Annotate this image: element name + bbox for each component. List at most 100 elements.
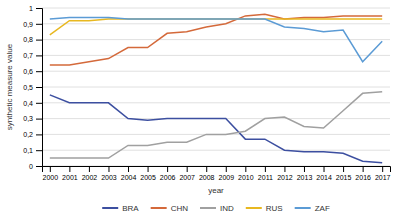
y-tick: 0,2 <box>23 131 42 138</box>
x-tick-mark <box>382 166 383 172</box>
x-tick-label: 2015 <box>336 174 352 181</box>
legend-swatch <box>246 207 262 209</box>
series-line <box>50 14 382 65</box>
legend-label: RUS <box>266 204 283 213</box>
grid-line <box>42 71 390 72</box>
legend-item: CHN <box>151 204 189 213</box>
x-tick: 2016 <box>355 166 371 181</box>
y-axis-line <box>36 9 43 167</box>
y-tick-mark <box>36 8 42 9</box>
y-tick-mark <box>36 119 42 120</box>
legend-item: IND <box>200 204 234 213</box>
grid-line <box>42 8 390 9</box>
legend-label: BRA <box>122 204 139 213</box>
y-tick-label: 0,2 <box>23 131 33 138</box>
y-tick-label: 0,1 <box>23 147 33 154</box>
y-tick-label: 0,9 <box>23 21 33 28</box>
x-tick-label: 2002 <box>82 174 98 181</box>
x-tick: 2015 <box>336 166 352 181</box>
y-tick-mark <box>36 166 42 167</box>
y-tick-mark <box>36 40 42 41</box>
legend-swatch <box>102 207 118 209</box>
y-tick-label: 0,3 <box>23 115 33 122</box>
x-tick-label: 2009 <box>218 174 234 181</box>
y-axis: 0 0,1 0,2 0,3 0,4 0,5 0,6 0,7 0,8 0,9 1 <box>23 5 42 170</box>
x-tick: 2002 <box>82 166 98 181</box>
legend-label: ZAF <box>315 204 330 213</box>
chart: 20002001 20022003 20042005 20062007 20082009… <box>0 0 400 216</box>
y-tick-label: 0,8 <box>23 36 33 43</box>
y-tick-label: 0,5 <box>23 84 33 91</box>
x-tick-label: 2005 <box>140 174 156 181</box>
legend-item: RUS <box>246 204 283 213</box>
x-tick: 2005 <box>140 166 156 181</box>
y-tick: 0,9 <box>23 21 42 28</box>
lines <box>50 14 382 163</box>
x-tick-mark <box>69 166 70 172</box>
y-tick-label: 0,7 <box>23 52 33 59</box>
legend-label: CHN <box>171 204 189 213</box>
y-tick-mark <box>36 103 42 104</box>
legend-swatch <box>295 207 311 209</box>
x-tick: 2010 <box>238 166 254 181</box>
y-tick-mark <box>36 55 42 56</box>
x-tick-mark <box>206 166 207 172</box>
x-tick-label: 2008 <box>199 174 215 181</box>
series-line <box>50 92 382 158</box>
x-tick: 2004 <box>121 166 137 181</box>
y-tick: 1 <box>29 5 42 12</box>
x-tick-mark <box>187 166 188 172</box>
x-tick-mark <box>304 166 305 172</box>
legend-swatch <box>200 207 216 209</box>
grid-line <box>42 23 390 24</box>
x-tick-label: 2004 <box>121 174 137 181</box>
series-line <box>50 95 382 163</box>
x-tick: 2013 <box>297 166 313 181</box>
y-tick: 0,8 <box>23 36 42 43</box>
x-tick-label: 2000 <box>43 174 59 181</box>
x-tick: 2000 <box>43 166 59 181</box>
x-tick: 2006 <box>160 166 176 181</box>
grid-line <box>42 87 390 88</box>
y-axis-title: synthetic measure value <box>5 43 14 130</box>
y-tick-label: 1 <box>29 5 33 12</box>
x-tick: 2014 <box>316 166 332 181</box>
y-tick-mark <box>36 71 42 72</box>
x-tick-mark <box>284 166 285 172</box>
x-tick: 2007 <box>179 166 195 181</box>
x-tick-mark <box>226 166 227 172</box>
x-tick-mark <box>128 166 129 172</box>
x-tick: 2001 <box>62 166 78 181</box>
x-axis: 20002001 20022003 20042005 20062007 20082009… <box>43 166 391 181</box>
x-tick: 2012 <box>277 166 293 181</box>
x-tick-label: 2013 <box>297 174 313 181</box>
y-tick: 0,6 <box>23 68 42 75</box>
x-tick-mark <box>89 166 90 172</box>
series-line <box>50 17 382 61</box>
legend: BRA CHN IND RUS ZAF <box>102 204 330 213</box>
grid-line <box>42 150 390 151</box>
x-tick-label: 2010 <box>238 174 254 181</box>
y-tick: 0,1 <box>23 147 42 154</box>
x-tick-label: 2017 <box>375 174 391 181</box>
x-tick: 2017 <box>375 166 391 181</box>
x-tick: 2011 <box>258 166 273 181</box>
x-tick: 2003 <box>101 166 117 181</box>
y-tick: 0 <box>29 163 42 170</box>
x-tick-label: 2003 <box>101 174 117 181</box>
x-tick-mark <box>343 166 344 172</box>
y-tick: 0,4 <box>23 100 42 107</box>
series-line <box>50 19 382 35</box>
y-tick-mark <box>36 150 42 151</box>
x-tick-label: 2001 <box>62 174 78 181</box>
legend-label: IND <box>220 204 234 213</box>
x-tick-label: 2016 <box>355 174 371 181</box>
y-tick-label: 0,4 <box>23 100 33 107</box>
y-tick: 0,3 <box>23 115 42 122</box>
y-tick-label: 0 <box>29 163 33 170</box>
x-tick-mark <box>363 166 364 172</box>
y-tick: 0,5 <box>23 84 42 91</box>
x-tick-mark <box>50 166 51 172</box>
grid <box>42 8 390 166</box>
grid-line <box>42 55 390 56</box>
